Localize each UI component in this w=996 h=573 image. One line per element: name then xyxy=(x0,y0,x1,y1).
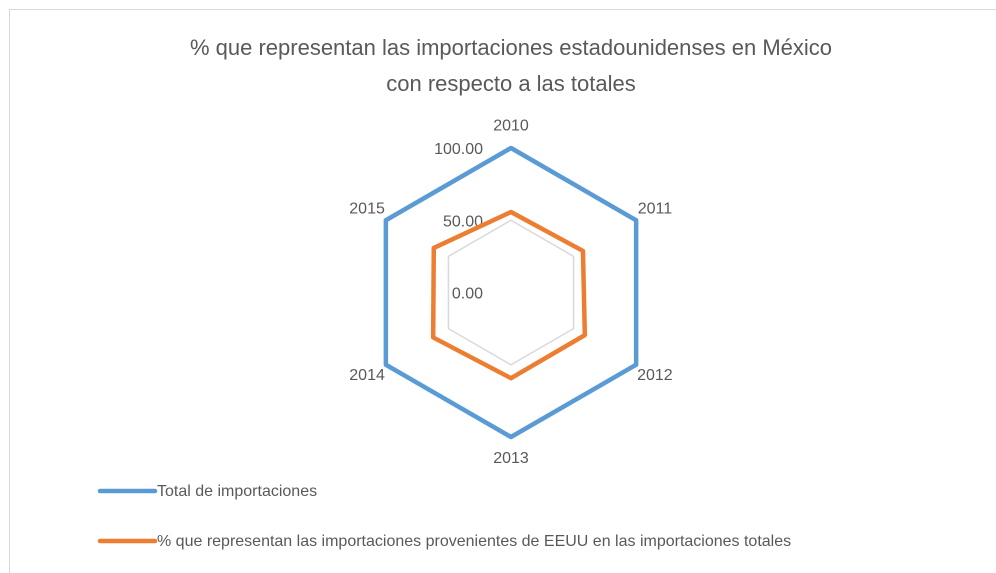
chart-title: % que representan las importaciones esta… xyxy=(189,35,833,96)
series-line xyxy=(383,145,639,440)
grid-line xyxy=(385,147,637,438)
category-label: 2015 xyxy=(349,201,385,218)
category-label: 2010 xyxy=(493,118,529,135)
category-label: 2014 xyxy=(349,367,385,384)
r-tick-label: 0.00 xyxy=(452,286,483,303)
legend-label: Total de importaciones xyxy=(157,483,317,500)
r-tick-label: 50.00 xyxy=(443,213,483,230)
chart-border xyxy=(9,9,996,573)
series-line xyxy=(430,209,588,381)
r-tick-label: 100.00 xyxy=(434,141,483,158)
category-label: 2012 xyxy=(637,367,673,384)
legend-label: % que representan las importaciones prov… xyxy=(157,533,791,550)
category-label: 2011 xyxy=(638,201,673,218)
category-label: 2013 xyxy=(493,450,529,467)
grid-line xyxy=(447,219,575,366)
